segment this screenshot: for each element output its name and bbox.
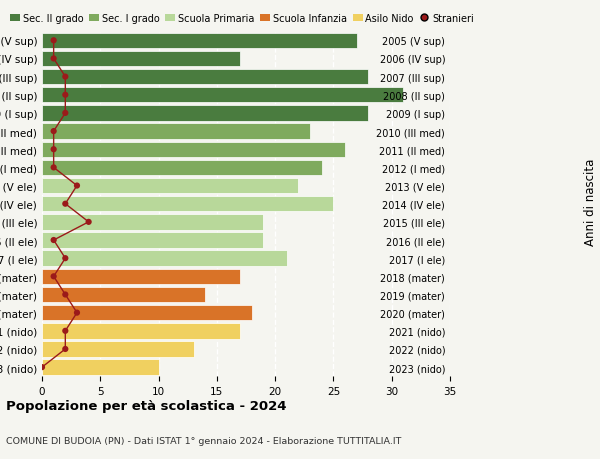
Bar bbox=[42, 324, 240, 339]
Bar bbox=[42, 359, 158, 375]
Bar bbox=[42, 215, 263, 230]
Point bbox=[72, 309, 82, 317]
Point bbox=[72, 183, 82, 190]
Point bbox=[61, 291, 70, 298]
Bar bbox=[42, 269, 240, 285]
Bar bbox=[42, 341, 194, 357]
Bar bbox=[42, 106, 368, 121]
Bar bbox=[42, 251, 287, 266]
Bar bbox=[42, 196, 334, 212]
Bar bbox=[42, 305, 252, 321]
Point bbox=[61, 74, 70, 81]
Point bbox=[49, 38, 58, 45]
Bar bbox=[42, 34, 357, 49]
Point bbox=[61, 346, 70, 353]
Text: Anni di nascita: Anni di nascita bbox=[584, 158, 597, 246]
Bar bbox=[42, 287, 205, 302]
Point bbox=[49, 146, 58, 154]
Legend: Sec. II grado, Sec. I grado, Scuola Primaria, Scuola Infanzia, Asilo Nido, Stran: Sec. II grado, Sec. I grado, Scuola Prim… bbox=[10, 14, 474, 24]
Point bbox=[84, 218, 94, 226]
Bar bbox=[42, 160, 322, 176]
Point bbox=[61, 201, 70, 208]
Text: COMUNE DI BUDOIA (PN) - Dati ISTAT 1° gennaio 2024 - Elaborazione TUTTITALIA.IT: COMUNE DI BUDOIA (PN) - Dati ISTAT 1° ge… bbox=[6, 436, 401, 445]
Point bbox=[61, 327, 70, 335]
Point bbox=[61, 110, 70, 118]
Point bbox=[61, 92, 70, 99]
Bar bbox=[42, 70, 368, 85]
Text: Popolazione per età scolastica - 2024: Popolazione per età scolastica - 2024 bbox=[6, 399, 287, 412]
Bar bbox=[42, 179, 298, 194]
Bar bbox=[42, 51, 240, 67]
Point bbox=[49, 56, 58, 63]
Bar bbox=[42, 142, 345, 157]
Bar bbox=[42, 88, 403, 103]
Bar bbox=[42, 233, 263, 248]
Point bbox=[49, 237, 58, 244]
Point bbox=[49, 273, 58, 280]
Point bbox=[37, 364, 47, 371]
Point bbox=[61, 255, 70, 262]
Point bbox=[49, 128, 58, 135]
Point bbox=[49, 164, 58, 172]
Bar bbox=[42, 124, 310, 140]
